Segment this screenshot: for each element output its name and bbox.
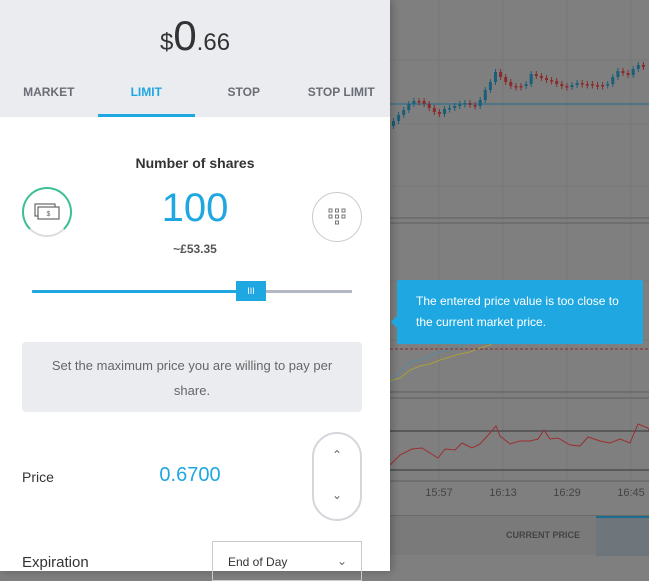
price-label: Price <box>22 469 54 485</box>
candle <box>407 104 411 110</box>
cash-toggle-button[interactable]: $ <box>22 187 72 237</box>
candle <box>534 74 538 76</box>
candle <box>539 76 543 78</box>
candle <box>611 77 615 84</box>
slider-thumb[interactable]: III <box>236 281 266 301</box>
candle <box>621 71 625 73</box>
candle <box>636 65 640 69</box>
tab-stop[interactable]: STOP <box>227 85 260 99</box>
candle <box>483 90 487 100</box>
current-price-tab[interactable]: CURRENT PRICE <box>506 530 581 540</box>
keypad-button[interactable] <box>312 192 362 242</box>
quantity-value[interactable]: 100 <box>161 186 229 230</box>
candle <box>550 80 554 82</box>
order-panel: $0.66 MARKET LIMIT STOP STOP LIMIT Numbe… <box>0 0 390 581</box>
candle <box>555 81 559 84</box>
candle <box>437 112 441 114</box>
price-stepper: ⌃ ⌄ <box>312 432 362 521</box>
svg-text:$: $ <box>47 211 51 218</box>
candle <box>504 77 508 82</box>
selected-tab[interactable] <box>596 516 649 556</box>
candle <box>580 83 584 85</box>
candle <box>585 84 589 86</box>
keypad-icon <box>328 208 346 225</box>
candle <box>494 72 497 82</box>
order-type-tabs: MARKET LIMIT STOP STOP LIMIT <box>0 78 390 117</box>
price-input[interactable]: 0.6700 <box>159 464 221 486</box>
candle <box>514 86 518 88</box>
currency-symbol: $ <box>159 29 174 56</box>
candle <box>545 78 548 80</box>
candle <box>397 115 401 121</box>
chevron-down-icon: ⌄ <box>336 554 347 568</box>
candle <box>422 101 426 104</box>
expiration-label: Expiration <box>22 554 89 571</box>
candle <box>443 109 446 114</box>
candle <box>453 106 457 108</box>
candle <box>596 85 599 87</box>
tab-limit[interactable]: LIMIT <box>97 78 195 117</box>
candle <box>509 82 513 86</box>
candle <box>641 65 645 67</box>
candle <box>606 84 610 86</box>
candle <box>478 100 482 106</box>
price-warning-tooltip: The entered price value is too close to … <box>391 280 643 344</box>
candle <box>392 121 395 126</box>
candle <box>473 105 477 107</box>
order-header: $0.66 MARKET LIMIT STOP STOP LIMIT <box>0 0 390 117</box>
candle <box>412 101 416 104</box>
candle <box>448 108 452 110</box>
candle <box>417 101 421 103</box>
candle <box>488 82 492 90</box>
chevron-down-icon[interactable]: ⌄ <box>331 488 343 502</box>
time-label: 16:13 <box>489 487 517 499</box>
time-label: 16:29 <box>553 487 581 499</box>
price-integer: 0 <box>173 12 197 59</box>
approx-cost: ~£53.35 <box>173 242 217 256</box>
current-price-bar: CURRENT PRICE <box>390 515 649 556</box>
candle <box>458 104 462 106</box>
candle <box>626 73 630 75</box>
candle <box>463 103 467 105</box>
shares-slider[interactable]: III <box>32 281 352 301</box>
time-label: 15:57 <box>425 487 453 499</box>
candle <box>524 84 528 86</box>
shares-title: Number of shares <box>135 155 255 171</box>
candle <box>427 104 431 108</box>
candle <box>519 86 523 88</box>
cash-icon: $ <box>34 203 60 220</box>
candle <box>616 71 620 77</box>
candle <box>432 108 436 112</box>
candle <box>499 72 503 77</box>
oscillator-line <box>390 423 649 466</box>
candle <box>402 110 406 115</box>
candle <box>590 84 594 86</box>
candle <box>565 86 569 88</box>
current-price: $0.66 <box>0 12 390 60</box>
candle <box>601 85 605 87</box>
price-decimal: .66 <box>196 29 231 56</box>
tab-stop-limit[interactable]: STOP LIMIT <box>307 85 375 99</box>
candle <box>468 103 472 105</box>
candle <box>575 83 579 85</box>
expiration-value: End of Day <box>228 555 288 569</box>
candle <box>631 69 635 75</box>
slider-fill <box>32 290 244 293</box>
candle <box>529 74 533 84</box>
indicator-line <box>390 335 501 382</box>
limit-hint: Set the maximum price you are willing to… <box>22 342 362 412</box>
candle <box>570 85 574 87</box>
chevron-up-icon[interactable]: ⌃ <box>331 448 343 462</box>
candle <box>560 84 564 86</box>
expiration-select[interactable]: End of Day ⌄ <box>212 541 362 581</box>
time-label: 16:45 <box>617 487 645 499</box>
tab-market[interactable]: MARKET <box>23 85 75 99</box>
